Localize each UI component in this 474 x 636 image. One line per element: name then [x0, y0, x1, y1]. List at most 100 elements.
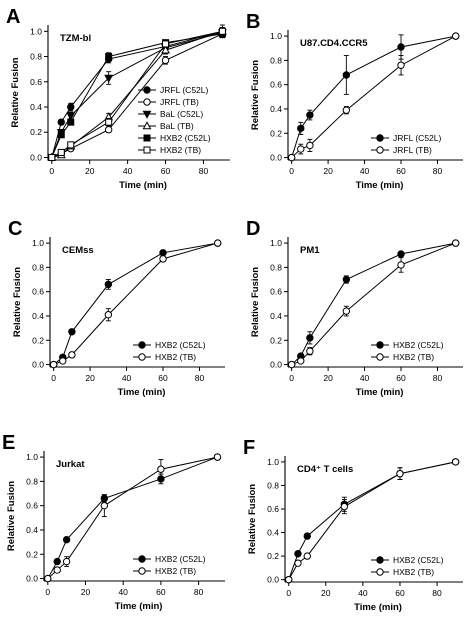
- legend-label: JRFL (C52L): [160, 85, 209, 95]
- x-tick-label: 20: [85, 166, 95, 176]
- data-point: [451, 458, 460, 466]
- data-point: [157, 465, 165, 473]
- y-tick-label: 0.0: [32, 360, 44, 370]
- y-tick-label: 0.8: [270, 55, 282, 65]
- data-point: [294, 559, 302, 567]
- panel-letter: B: [246, 11, 260, 33]
- chart-title: CD4⁺ T cells: [297, 464, 353, 475]
- y-tick-label: 0.8: [32, 262, 44, 272]
- data-point: [159, 249, 167, 257]
- data-point: [159, 255, 167, 263]
- data-point: [48, 153, 56, 161]
- data-point: [396, 469, 404, 478]
- data-point: [287, 153, 296, 162]
- data-point: [49, 360, 58, 369]
- legend: HXB2 (C52L) HXB2 (TB): [133, 340, 206, 362]
- legend-marker: [138, 353, 146, 361]
- y-tick-label: 0.8: [270, 262, 282, 272]
- data-point: [303, 532, 311, 540]
- x-tick-label: 20: [323, 166, 333, 176]
- legend: HXB2 (C52L) HXB2 (TB): [371, 555, 444, 577]
- data-point: [67, 141, 75, 149]
- y-tick-label: 0.0: [270, 360, 282, 370]
- y-tick-label: 1.0: [26, 452, 38, 462]
- data-point: [452, 32, 460, 40]
- data-point: [59, 357, 67, 365]
- y-axis-label: Relative Fusion: [10, 57, 21, 127]
- x-tick-label: 80: [199, 166, 209, 176]
- legend-marker: [376, 353, 384, 361]
- panel-letter: A: [6, 6, 20, 28]
- legend-label: HXB2 (TB): [155, 566, 196, 576]
- y-tick-label: 0.6: [32, 287, 44, 297]
- y-tick-label: 0.2: [270, 128, 282, 138]
- legend-label: JRFL (TB): [160, 97, 199, 107]
- x-tick-label: 40: [118, 587, 128, 597]
- data-point: [297, 124, 305, 133]
- y-tick-label: 0.6: [30, 77, 42, 87]
- data-point: [397, 261, 405, 269]
- data-point: [342, 275, 351, 284]
- y-tick-label: 0.6: [267, 504, 279, 514]
- y-tick-label: 0.8: [267, 480, 279, 490]
- y-tick-label: 1.0: [267, 457, 279, 467]
- data-point: [67, 118, 75, 126]
- data-point: [62, 535, 71, 544]
- data-point: [397, 250, 405, 258]
- legend-marker: [138, 555, 146, 563]
- x-axis-label: Time (min): [356, 387, 404, 398]
- data-point: [104, 74, 114, 83]
- data-point: [161, 56, 170, 65]
- legend-marker: [143, 98, 151, 106]
- y-tick-label: 0.2: [270, 335, 282, 345]
- data-point: [306, 141, 314, 150]
- series-5: [48, 24, 226, 161]
- legend-marker: [142, 121, 152, 130]
- data-point: [218, 27, 226, 35]
- x-axis-label: Time (min): [354, 602, 402, 613]
- y-tick-label: 0.2: [32, 335, 44, 345]
- y-tick-label: 0.8: [30, 52, 42, 62]
- y-axis-label: Relative Fusion: [6, 481, 17, 551]
- data-point: [57, 148, 65, 156]
- legend-marker: [142, 110, 152, 119]
- x-tick-label: 40: [360, 166, 370, 176]
- data-point: [67, 103, 75, 111]
- data-point: [105, 118, 113, 126]
- chart-title: CEMss: [62, 245, 94, 256]
- legend-label: BaL (TB): [160, 121, 194, 131]
- y-tick-label: 0.4: [267, 528, 279, 538]
- series-line: [51, 33, 223, 158]
- legend-marker: [376, 341, 384, 349]
- series-1: [49, 239, 222, 369]
- legend-label: BaL (C52L): [160, 109, 203, 119]
- data-point: [62, 557, 71, 566]
- data-point: [68, 351, 76, 359]
- y-tick-label: 1.0: [270, 31, 282, 41]
- x-tick-label: 20: [81, 587, 91, 597]
- x-tick-label: 0: [286, 588, 291, 598]
- data-point: [303, 552, 311, 560]
- x-tick-label: 60: [161, 166, 171, 176]
- chart-title: TZM-bl: [60, 33, 91, 44]
- data-point: [306, 334, 314, 342]
- data-point: [53, 566, 61, 574]
- legend: JRFL (C52L) JRFL (TB) BaL (C52L) BaL (TB) HX…: [138, 85, 211, 155]
- y-tick-label: 0.0: [267, 575, 279, 585]
- x-tick-label: 20: [323, 373, 333, 383]
- data-point: [342, 307, 351, 315]
- x-tick-label: 0: [45, 587, 50, 597]
- legend-marker: [143, 86, 151, 94]
- y-tick-label: 1.0: [30, 26, 42, 36]
- chart-panel-f: F 0.0 0.2 0.4 0.6 0.8 1.0 0 20 40 60 80 Time (min) Re…: [243, 437, 463, 613]
- data-point: [297, 357, 305, 365]
- y-tick-label: 0.4: [32, 311, 44, 321]
- legend-label: HXB2 (C52L): [160, 133, 211, 143]
- x-tick-label: 20: [321, 588, 331, 598]
- x-tick-label: 80: [432, 588, 442, 598]
- legend-label: HXB2 (C52L): [155, 340, 206, 350]
- x-tick-label: 60: [396, 373, 406, 383]
- data-point: [452, 239, 460, 247]
- x-tick-label: 80: [433, 373, 443, 383]
